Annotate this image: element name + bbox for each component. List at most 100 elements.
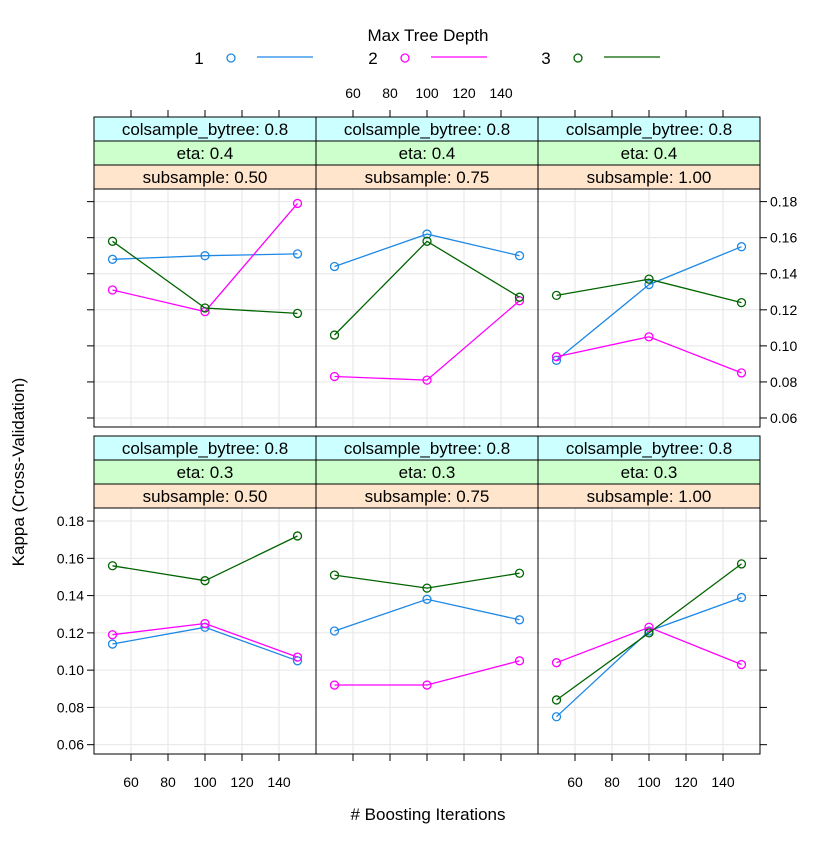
data-point-2 (736, 368, 747, 378)
data-point-1 (107, 639, 118, 649)
strip-2 (315, 459, 539, 485)
data-point-3 (200, 576, 210, 586)
data-point-2 (107, 285, 118, 295)
series-line-3 (112, 535, 298, 582)
y-axis-label: Kappa (Cross-Validation) (9, 378, 28, 567)
data-point-3 (422, 583, 432, 593)
strip-label: eta: 0.4 (177, 144, 234, 163)
panel-1: colsample_bytree: 0.8 eta: 0.4 subsample: … (93, 116, 317, 428)
legend-entry-1: 1 (194, 49, 313, 68)
series-line-2 (556, 626, 742, 666)
x-tick-label: 80 (604, 774, 620, 790)
data-point-3 (644, 274, 654, 284)
series-line-1 (556, 246, 742, 361)
data-point-1 (514, 615, 525, 625)
strip-label: subsample: 0.50 (143, 168, 268, 187)
series-line-1 (112, 253, 298, 260)
strip-label: eta: 0.3 (621, 463, 678, 482)
strip-label: eta: 0.3 (399, 463, 456, 482)
legend-label: 1 (194, 49, 203, 68)
legend-marker (573, 53, 583, 63)
x-tick-label: 60 (345, 85, 361, 101)
series-line-3 (556, 563, 742, 701)
data-point-1 (736, 242, 747, 252)
legend-marker (400, 53, 410, 63)
strip-3 (537, 164, 761, 190)
strip-label: eta: 0.4 (399, 144, 456, 163)
series-line-3 (556, 278, 742, 304)
x-tick-label: 120 (230, 774, 254, 790)
data-point-3 (514, 568, 525, 578)
strip-2 (537, 459, 761, 485)
x-tick-label: 120 (452, 85, 476, 101)
data-point-3 (329, 330, 340, 340)
x-tick-label: 60 (567, 774, 583, 790)
x-tick-label: 80 (160, 774, 176, 790)
data-point-2 (551, 658, 562, 668)
y-tick-label: 0.10 (57, 662, 84, 678)
panels: colsample_bytree: 0.8 eta: 0.4 subsample: … (93, 116, 761, 755)
data-point-3 (422, 236, 432, 246)
data-point-3 (736, 297, 747, 308)
strip-3 (93, 483, 317, 509)
data-point-1 (329, 626, 340, 636)
strip-3 (93, 164, 317, 190)
x-tick-label: 80 (382, 85, 398, 101)
legend: Max Tree Depth 1 2 3 (194, 26, 660, 68)
y-tick-label: 0.10 (770, 338, 797, 354)
strip-label: eta: 0.4 (621, 144, 678, 163)
data-point-3 (551, 695, 562, 705)
data-point-1 (422, 229, 432, 239)
data-point-1 (329, 261, 340, 272)
data-point-2 (422, 375, 432, 385)
data-point-2 (736, 659, 747, 670)
data-point-2 (292, 652, 303, 662)
y-tick-label: 0.18 (57, 513, 84, 529)
x-tick-label: 100 (637, 774, 661, 790)
data-point-2 (329, 371, 340, 382)
y-tick-label: 0.14 (770, 266, 797, 282)
series-line-1 (334, 233, 520, 268)
strip-label: subsample: 1.00 (587, 487, 712, 506)
series-line-3 (334, 572, 520, 589)
data-point-3 (329, 570, 340, 580)
data-point-3 (200, 303, 210, 313)
strip-label: colsample_bytree: 0.8 (344, 120, 510, 139)
x-tick-label: 100 (415, 85, 439, 101)
data-point-2 (200, 618, 210, 629)
data-point-3 (107, 561, 118, 571)
series-line-3 (112, 240, 298, 315)
panel-3: colsample_bytree: 0.8 eta: 0.4 subsample: … (537, 116, 761, 428)
data-point-2 (422, 680, 432, 690)
strip-label: subsample: 0.75 (365, 168, 490, 187)
data-point-3 (551, 290, 562, 301)
series-line-2 (334, 660, 520, 686)
y-tick-label: 0.12 (57, 625, 84, 641)
y-tick-label: 0.12 (770, 302, 797, 318)
data-point-3 (514, 292, 525, 302)
x-axis-label: # Boosting Iterations (351, 805, 506, 824)
data-point-3 (292, 531, 303, 541)
x-tick-label: 60 (123, 774, 139, 790)
data-point-1 (292, 249, 303, 259)
strip-3 (315, 164, 539, 190)
x-tick-label: 140 (489, 85, 513, 101)
y-tick-label: 0.08 (57, 699, 84, 715)
axes: 60 80 100 120 140 60 80 100 120 140 60 80 100 120 140 0… (57, 85, 798, 790)
legend-label: 2 (368, 49, 377, 68)
data-point-2 (107, 630, 118, 640)
data-point-1 (422, 594, 432, 604)
x-tick-label: 120 (674, 774, 698, 790)
y-tick-label: 0.08 (770, 374, 797, 390)
x-tick-label: 100 (193, 774, 217, 790)
data-point-3 (644, 628, 654, 638)
data-point-3 (107, 236, 118, 246)
strip-2 (93, 140, 317, 166)
legend-title: Max Tree Depth (368, 26, 489, 45)
legend-entry-2: 2 (368, 49, 487, 68)
x-tick-label: 140 (267, 774, 291, 790)
strip-label: subsample: 0.50 (143, 487, 268, 506)
series-line-2 (334, 300, 520, 381)
